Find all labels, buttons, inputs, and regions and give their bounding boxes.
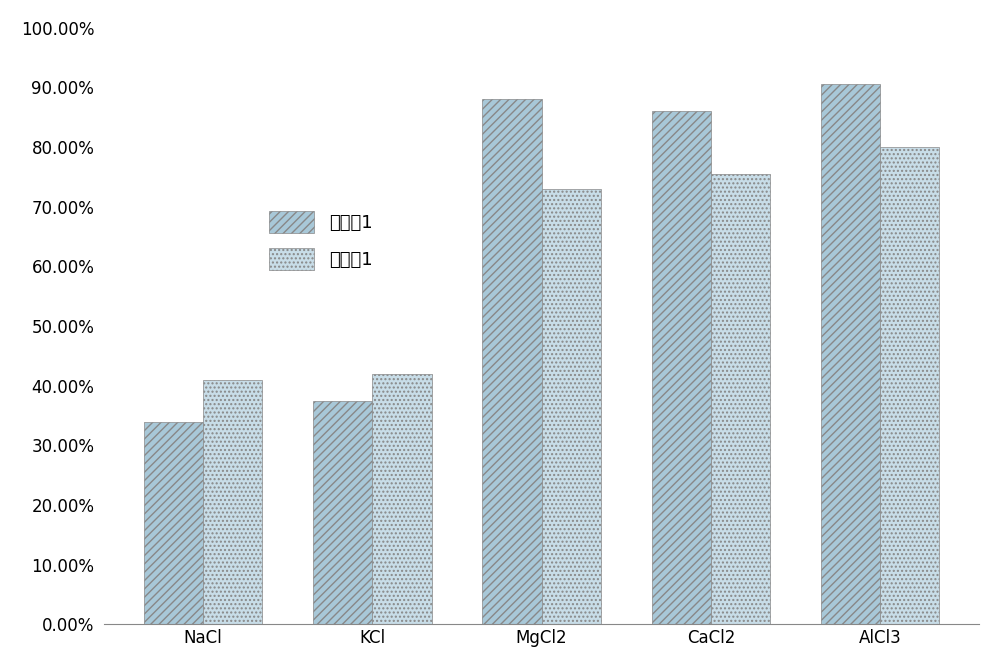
Legend: 实施例1, 对照例1: 实施例1, 对照例1 [262,204,380,277]
Bar [711,174,770,625]
Bar [313,401,372,625]
Bar [144,422,203,625]
Bar [542,189,601,625]
Bar [652,112,711,625]
Bar [372,374,432,625]
Bar [880,147,939,625]
Bar [482,100,542,625]
Bar [821,84,880,625]
Bar [203,379,262,625]
